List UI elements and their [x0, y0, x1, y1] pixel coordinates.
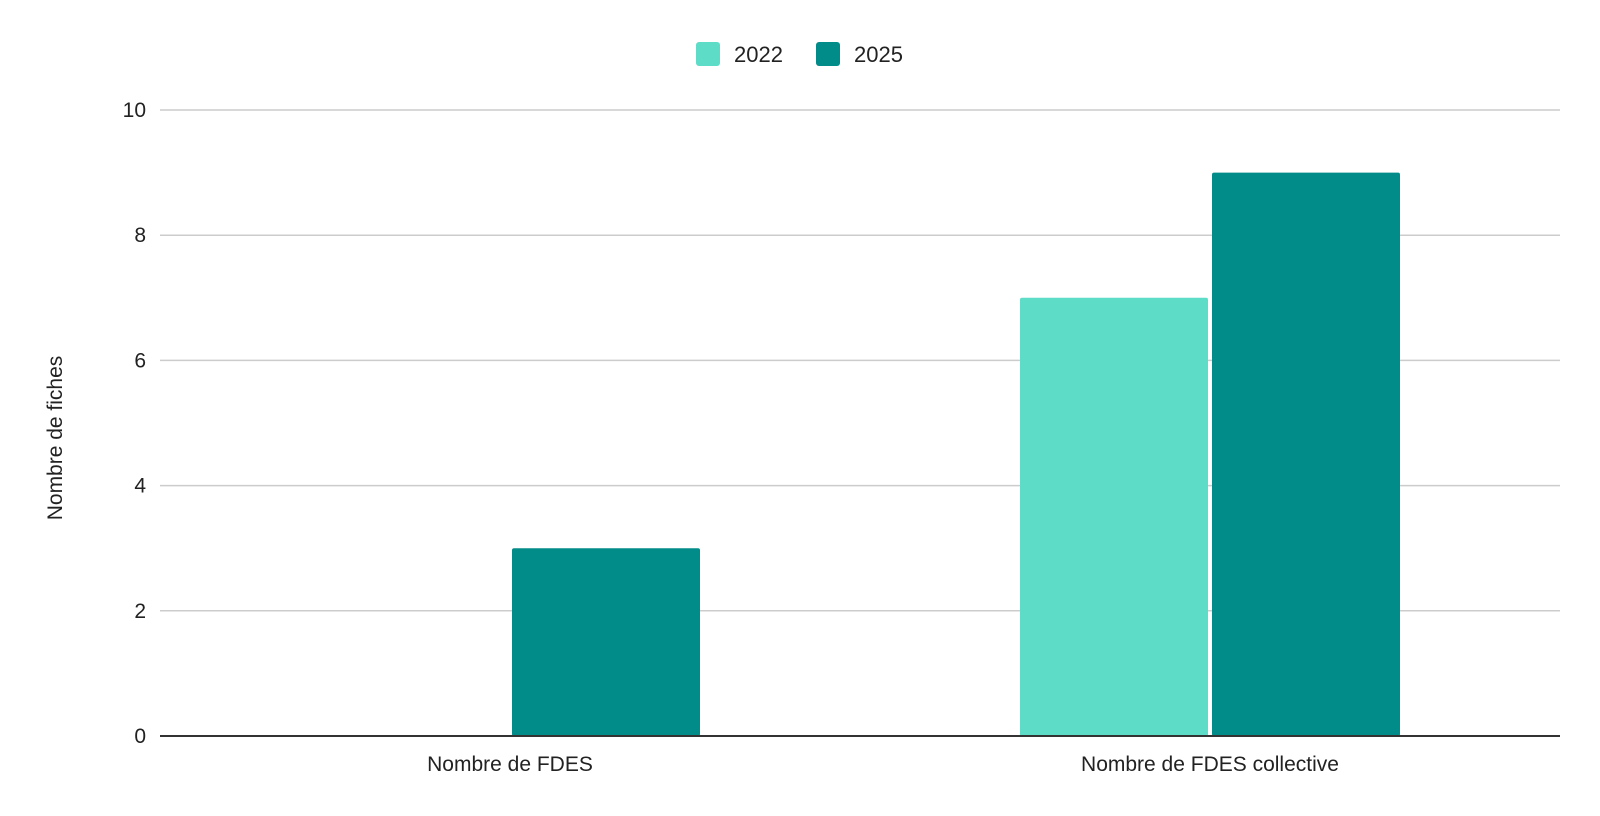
- x-axis-labels: Nombre de FDES Nombre de FDES collective: [427, 753, 1339, 776]
- y-tick-label: 10: [123, 99, 146, 122]
- y-tick-label: 8: [134, 224, 146, 247]
- bar-2025: [1212, 172, 1400, 737]
- legend-label: 2025: [854, 42, 903, 67]
- y-axis-ticks: 0 2 4 6 8 10: [123, 99, 147, 748]
- bar-2022: [1020, 297, 1208, 736]
- legend-swatch-2025: [816, 42, 840, 66]
- bar-2025: [512, 548, 700, 736]
- bars: [512, 172, 1400, 737]
- x-category-label: Nombre de FDES collective: [1081, 753, 1339, 776]
- y-tick-label: 2: [134, 600, 146, 623]
- legend-swatch-2022: [696, 42, 720, 66]
- legend-label: 2022: [734, 42, 783, 67]
- legend: 2022 2025: [696, 42, 903, 67]
- x-category-label: Nombre de FDES: [427, 753, 593, 776]
- y-tick-label: 6: [134, 349, 146, 372]
- y-axis-title: Nombre de fiches: [44, 356, 67, 521]
- y-tick-label: 4: [134, 475, 146, 498]
- y-tick-label: 0: [134, 725, 146, 748]
